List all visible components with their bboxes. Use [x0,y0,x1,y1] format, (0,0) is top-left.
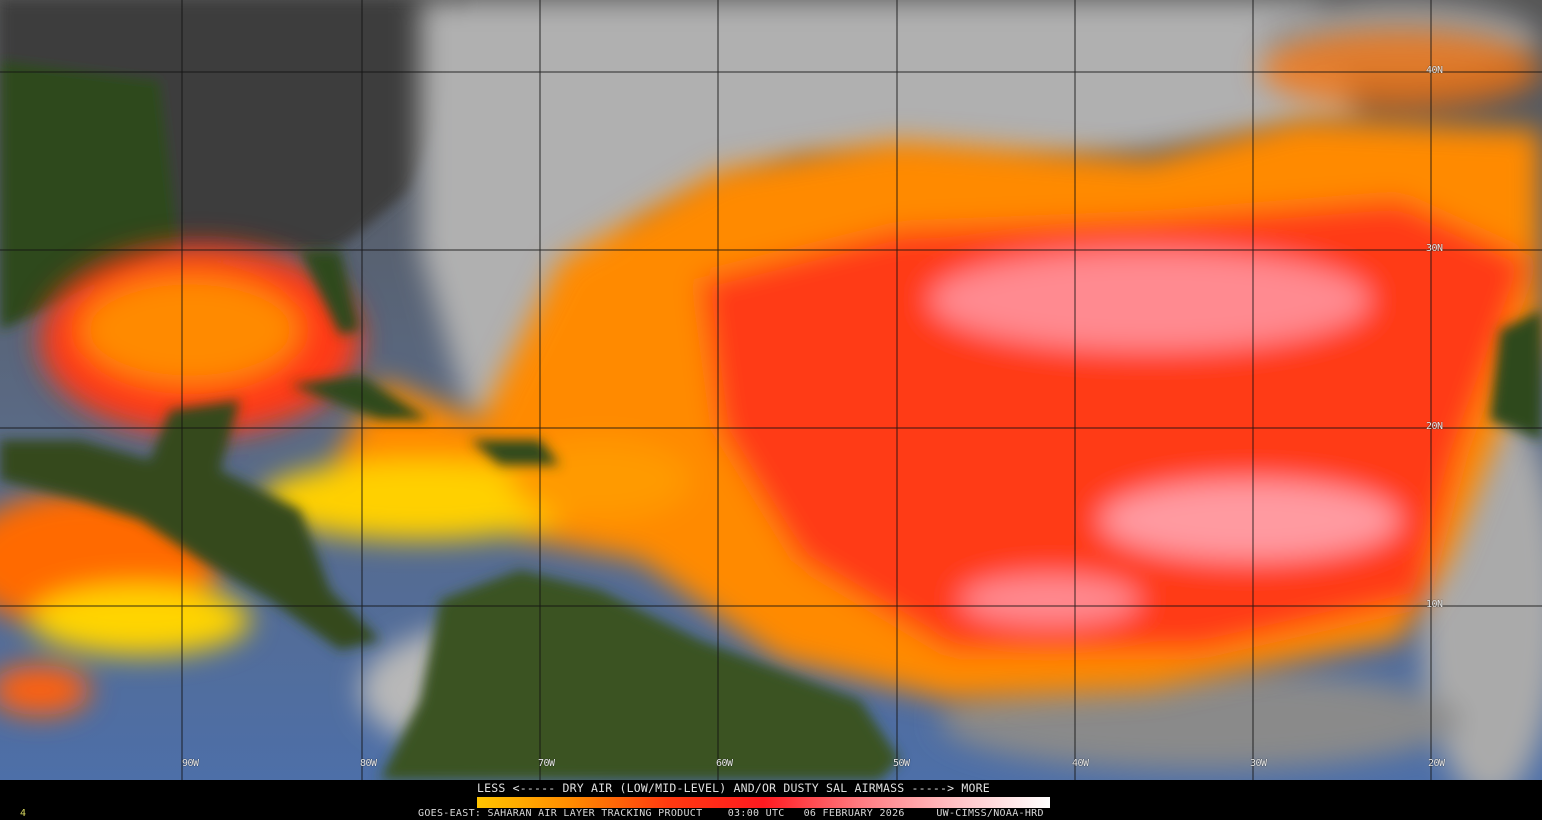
lat-label-20n: 20N [1426,421,1443,432]
lon-label-20w: 20W [1428,758,1445,769]
info-bar: LESS <----- DRY AIR (LOW/MID-LEVEL) AND/… [0,780,1542,820]
lat-label-10n: 10N [1426,599,1443,610]
lon-label-70w: 70W [538,758,555,769]
lon-label-90w: 90W [182,758,199,769]
lat-label-40n: 40N [1426,65,1443,76]
product-name: GOES-EAST: SAHARAN AIR LAYER TRACKING PR… [418,808,703,819]
frame-number: 4 [20,808,27,819]
lon-label-80w: 80W [360,758,377,769]
footer-text: GOES-EAST: SAHARAN AIR LAYER TRACKING PR… [418,808,1044,819]
grid-lines [0,0,1542,780]
lon-label-30w: 30W [1250,758,1267,769]
lon-label-60w: 60W [716,758,733,769]
credit: UW-CIMSS/NOAA-HRD [936,808,1044,819]
land-masses [0,250,1542,780]
legend-title: LESS <----- DRY AIR (LOW/MID-LEVEL) AND/… [477,781,990,795]
date: 06 FEBRUARY 2026 [803,808,905,819]
lon-label-40w: 40W [1072,758,1089,769]
lon-label-50w: 50W [893,758,910,769]
time: 03:00 UTC [727,808,785,819]
satellite-map [0,0,1542,780]
saharan-air-layer [0,30,1540,715]
colorbar [477,797,1050,808]
lat-label-30n: 30N [1426,243,1443,254]
